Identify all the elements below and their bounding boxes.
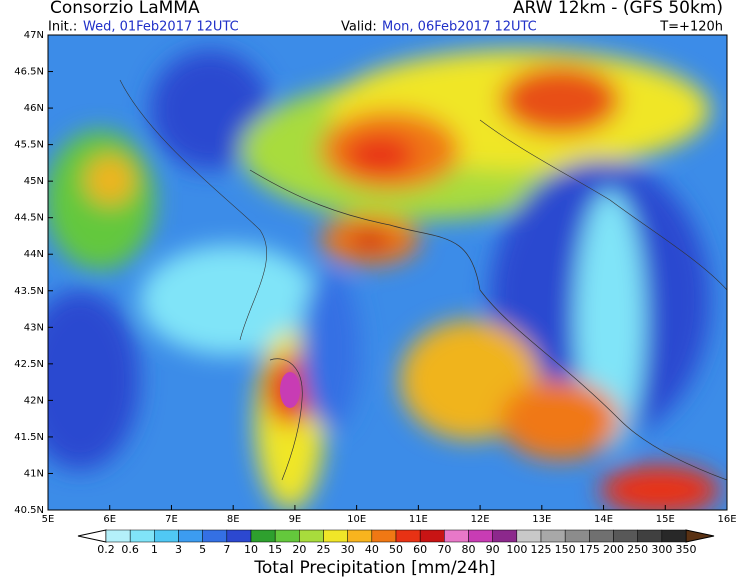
colorbar-label: 0.2	[97, 543, 115, 556]
lon-label: 12E	[471, 514, 490, 525]
colorbar-label: 125	[531, 543, 552, 556]
lat-label: 44.5N	[14, 213, 44, 224]
lead: T=+120h	[659, 20, 723, 35]
lat-label: 42.5N	[14, 359, 44, 370]
lat-label: 47N	[24, 30, 44, 41]
colorbar-box	[637, 529, 663, 543]
colorbar-box	[419, 529, 445, 543]
colorbar-box	[154, 529, 179, 543]
colorbar-label: 5	[199, 543, 206, 556]
colorbar-box	[347, 529, 373, 543]
init-label: Init.:	[48, 20, 77, 35]
model: ARW 12km - (GFS 50km)	[513, 0, 723, 18]
colorbar-box	[274, 529, 300, 543]
colorbar-box	[540, 529, 566, 543]
lat-label: 41.5N	[14, 432, 44, 443]
colorbar-low-arrow	[77, 529, 107, 543]
colorbar-label: 7	[223, 543, 230, 556]
lon-label: 9E	[289, 514, 302, 525]
lat-label: 46.5N	[14, 67, 44, 78]
lon-label: 8E	[227, 514, 240, 525]
colorbar-box	[564, 529, 590, 543]
colorbar-box	[613, 529, 638, 543]
colorbar-box	[661, 529, 687, 543]
colorbar-label: 100	[506, 543, 527, 556]
lon-label: 7E	[165, 514, 178, 525]
valid: Mon, 06Feb2017 12UTC	[382, 20, 537, 35]
lon-label: 10E	[347, 514, 366, 525]
colorbar-box	[250, 529, 276, 543]
colorbar-box	[371, 529, 397, 543]
colorbar-label: 3	[175, 543, 182, 556]
lon-label: 14E	[594, 514, 613, 525]
source: Consorzio LaMMA	[50, 0, 200, 18]
colorbar-high-arrow	[685, 529, 715, 543]
colorbar-label: 175	[579, 543, 600, 556]
colorbar-label: 25	[317, 543, 331, 556]
colorbar-box	[226, 529, 252, 543]
lat-label: 43.5N	[14, 286, 44, 297]
lat-label: 44N	[24, 249, 44, 260]
colorbar-label: 70	[437, 543, 451, 556]
colorbar-label: 15	[268, 543, 282, 556]
colorbar-box	[492, 529, 518, 543]
colorbar-label: 40	[365, 543, 379, 556]
lat-label: 43N	[24, 322, 44, 333]
lon-label: 13E	[532, 514, 551, 525]
lat-label: 45.5N	[14, 140, 44, 151]
colorbar-label: 10	[244, 543, 258, 556]
colorbar-box	[589, 529, 614, 543]
lat-label: 46N	[24, 103, 44, 114]
colorbar-label: 300	[651, 543, 672, 556]
precip-field	[48, 35, 727, 510]
colorbar-box	[444, 529, 469, 543]
colorbar-label: 150	[555, 543, 576, 556]
colorbar-box	[178, 529, 203, 543]
colorbar-box	[299, 529, 324, 543]
colorbar-box	[105, 529, 131, 543]
lat-label: 41N	[24, 468, 44, 479]
colorbar-title: Total Precipitation [mm/24h]	[253, 558, 495, 578]
lon-label: 11E	[409, 514, 428, 525]
lat-label: 42N	[24, 395, 44, 406]
colorbar-label: 200	[603, 543, 624, 556]
colorbar-box	[395, 529, 421, 543]
colorbar-label: 80	[462, 543, 476, 556]
colorbar-label: 350	[676, 543, 697, 556]
colorbar-label: 250	[627, 543, 648, 556]
colorbar-box	[129, 529, 155, 543]
lon-label: 16E	[717, 514, 736, 525]
lon-label: 5E	[42, 514, 55, 525]
colorbar-label: 90	[486, 543, 500, 556]
lat-label: 45N	[24, 176, 44, 187]
colorbar-box	[516, 529, 542, 543]
colorbar-label: 20	[292, 543, 306, 556]
valid-label: Valid:	[341, 20, 377, 35]
lon-label: 6E	[103, 514, 116, 525]
colorbar-label: 0.6	[121, 543, 139, 556]
colorbar-box	[468, 529, 493, 543]
lat-label: 40.5N	[14, 505, 44, 516]
colorbar-box	[323, 529, 348, 543]
init: Wed, 01Feb2017 12UTC	[83, 20, 239, 35]
colorbar-label: 1	[151, 543, 158, 556]
colorbar-label: 50	[389, 543, 403, 556]
colorbar-label: 60	[413, 543, 427, 556]
map-frame	[47, 34, 728, 511]
colorbar-label: 30	[341, 543, 355, 556]
lon-label: 15E	[656, 514, 675, 525]
colorbar-box	[202, 529, 228, 543]
